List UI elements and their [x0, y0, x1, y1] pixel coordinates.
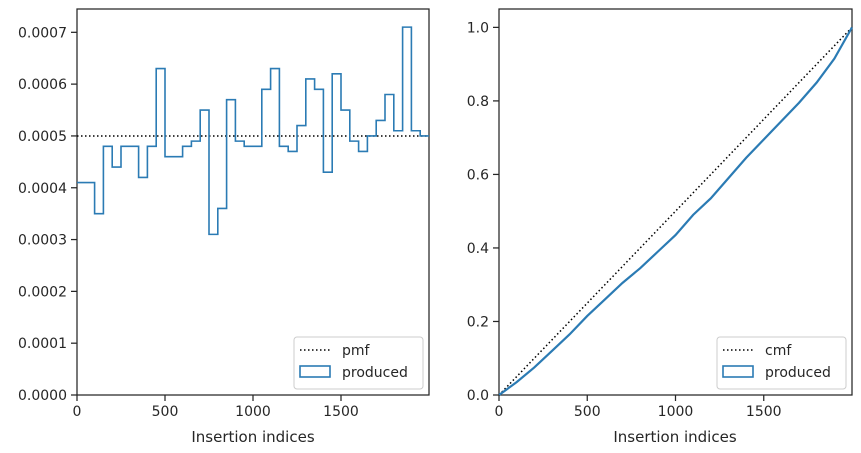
- pmf-y-tick-label: 0.0007: [18, 25, 67, 41]
- pmf-y-tick-label: 0.0004: [18, 181, 67, 197]
- cmf-plot-area: [498, 8, 853, 396]
- cmf-legend: cmf produced: [716, 336, 847, 390]
- cmf-y-tick-label: 0.4: [467, 241, 489, 257]
- pmf-legend-label-pmf: pmf: [342, 343, 371, 359]
- produced-histogram-step: [77, 26, 429, 236]
- cmf-legend-box: [716, 336, 847, 390]
- cmf-x-ticks: 0 500 1000 1500: [495, 395, 782, 420]
- cmf-legend-label-produced: produced: [765, 365, 831, 381]
- cmf-y-tick-label: 0.0: [467, 388, 489, 404]
- cmf-x-axis-label: Insertion indices: [613, 428, 736, 446]
- cmf-x-tick-label: 1500: [746, 404, 782, 420]
- pmf-x-axis-label: Insertion indices: [191, 428, 314, 446]
- cmf-y-ticks: 0.0 0.2 0.4 0.6 0.8 1.0: [467, 20, 499, 404]
- cmf-y-tick-label: 1.0: [467, 20, 489, 36]
- pmf-y-tick-label: 0.0001: [18, 336, 67, 352]
- pmf-legend-label-produced: produced: [342, 365, 408, 381]
- pmf-y-ticks: 0.0000 0.0001 0.0002 0.0003 0.0004 0.0005 0.00…: [18, 25, 77, 404]
- pmf-x-tick-label: 500: [152, 404, 179, 420]
- pmf-legend: pmf produced: [293, 336, 424, 390]
- cmf-y-tick-label: 0.2: [467, 314, 489, 330]
- produced-cumulative-line: [498, 26, 853, 396]
- cmf-y-tick-label: 0.6: [467, 167, 489, 183]
- pmf-x-ticks: 0 500 1000 1500: [73, 395, 359, 420]
- pmf-x-tick-label: 1500: [323, 404, 359, 420]
- cmf-y-tick-label: 0.8: [467, 94, 489, 110]
- pmf-y-tick-label: 0.0000: [18, 388, 67, 404]
- pmf-x-tick-label: 1000: [235, 404, 271, 420]
- pmf-panel: 0 500 1000 1500 0.00000.00010.00020.00030.0…: [18, 8, 430, 446]
- cmf-x-tick-label: 0: [495, 404, 504, 420]
- pmf-y-tick-label: 0.0006: [18, 77, 67, 93]
- cmf-legend-label-cmf: cmf: [765, 343, 792, 359]
- cmf-x-tick-label: 500: [574, 404, 601, 420]
- cmf-x-tick-label: 1000: [658, 404, 694, 420]
- cmf-panel: 0 500 1000 1500 0.0 0.2 0.4 0.6 0.8 1.0 Insertio…: [467, 8, 853, 446]
- pmf-y-tick-label: 0.0003: [18, 233, 67, 249]
- pmf-plot-area: [76, 8, 430, 396]
- pmf-y-tick-label: 0.0002: [18, 284, 67, 300]
- pmf-y-tick-label: 0.0005: [18, 129, 67, 145]
- pmf-legend-box: [293, 336, 424, 390]
- cmf-legend-patch-swatch: [722, 365, 754, 378]
- pmf-x-tick-label: 0: [73, 404, 82, 420]
- cmf-reference-line: [498, 26, 853, 396]
- pmf-legend-patch-swatch: [299, 365, 331, 378]
